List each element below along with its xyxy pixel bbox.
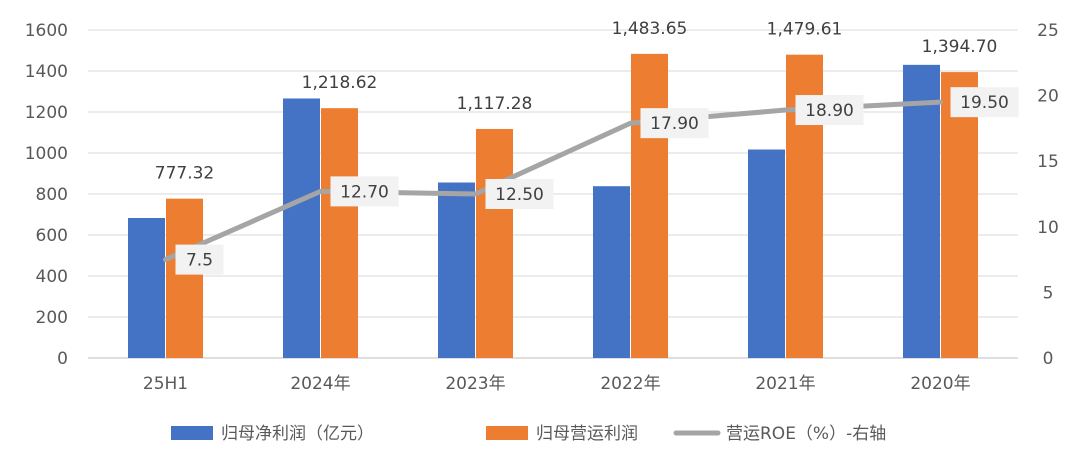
bar-data-label: 1,483.65 xyxy=(612,19,688,39)
bar-1 xyxy=(903,64,940,358)
bar-data-label: 1,479.61 xyxy=(767,20,843,40)
left-tick-label: 1400 xyxy=(25,62,68,82)
line-data-label: 19.50 xyxy=(960,93,1009,113)
legend-label: 归母营运利润 xyxy=(536,424,638,444)
bar-2 xyxy=(166,198,203,358)
bar-2 xyxy=(321,108,358,359)
line-label-box xyxy=(640,108,709,139)
category-label: 2024年 xyxy=(290,374,350,394)
category-label: 2021年 xyxy=(755,374,815,394)
left-tick-label: 1000 xyxy=(25,144,68,164)
bar-1 xyxy=(283,98,320,358)
category-label: 2022年 xyxy=(600,374,660,394)
x-axis: 25H1 2024年 2023年 2022年 2021年 2020年 xyxy=(143,374,971,394)
bar-2 xyxy=(631,53,668,359)
left-tick-label: 1200 xyxy=(25,103,68,123)
right-tick-label: 0 xyxy=(1043,349,1054,369)
left-tick-label: 600 xyxy=(36,226,68,246)
line-data-label: 17.90 xyxy=(650,114,699,134)
line-label-box xyxy=(330,176,399,207)
right-tick-label: 20 xyxy=(1037,87,1059,107)
bar-series xyxy=(128,53,978,359)
left-tick-label: 1600 xyxy=(25,21,68,41)
right-tick-label: 5 xyxy=(1043,283,1054,303)
line-label-box xyxy=(485,179,554,209)
left-axis: 0 200 400 600 800 1000 1200 1400 1600 xyxy=(25,21,68,369)
line-label-box xyxy=(950,87,1019,118)
line-data-label: 18.90 xyxy=(805,101,854,121)
data-labels: 777.32 1,218.62 1,117.28 1,483.65 1,479.61 1,… xyxy=(155,19,1019,275)
bar-data-label: 777.32 xyxy=(155,164,214,184)
left-tick-label: 400 xyxy=(36,267,68,287)
line-label-box xyxy=(175,244,224,275)
right-tick-label: 25 xyxy=(1037,21,1059,41)
line-data-label: 12.50 xyxy=(495,185,544,205)
category-label: 2020年 xyxy=(910,374,970,394)
left-tick-label: 800 xyxy=(36,185,68,205)
legend-swatch xyxy=(171,426,213,440)
bar-2 xyxy=(476,128,513,358)
right-tick-label: 10 xyxy=(1037,218,1059,238)
bar-data-label: 1,394.70 xyxy=(922,37,998,57)
line-label-box xyxy=(795,95,864,126)
bar-1 xyxy=(593,186,630,358)
bar-1 xyxy=(128,217,165,358)
legend-label: 营运ROE（%）-右轴 xyxy=(726,424,886,444)
bar-1 xyxy=(748,149,785,358)
line-data-label: 7.5 xyxy=(186,251,213,271)
bar-data-label: 1,117.28 xyxy=(457,94,533,114)
left-tick-label: 0 xyxy=(57,349,68,369)
bar-1 xyxy=(438,182,475,358)
legend-label: 归母净利润（亿元） xyxy=(221,424,374,444)
category-label: 2023年 xyxy=(445,374,505,394)
right-tick-label: 15 xyxy=(1037,152,1059,172)
line-data-label: 12.70 xyxy=(340,182,389,202)
category-label: 25H1 xyxy=(143,374,188,394)
bar-2 xyxy=(941,72,978,359)
legend: 归母净利润（亿元） 归母营运利润 营运ROE（%）-右轴 xyxy=(171,424,886,444)
right-axis: 0 5 10 15 20 25 xyxy=(1037,21,1059,369)
bar-data-label: 1,218.62 xyxy=(302,73,378,93)
legend-swatch xyxy=(486,426,528,440)
left-tick-label: 200 xyxy=(36,308,68,328)
